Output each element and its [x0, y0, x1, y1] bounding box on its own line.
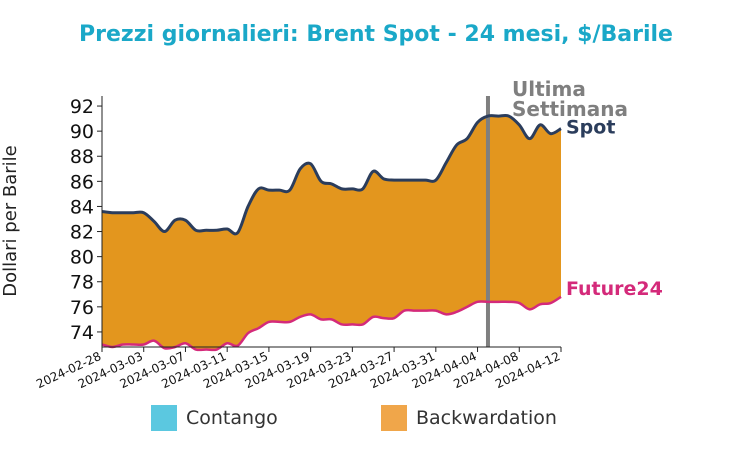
y-tick-label: 76	[70, 297, 94, 319]
week-marker-label-line2: Settimana	[512, 97, 628, 121]
legend-label-contango: Contango	[186, 407, 278, 429]
y-tick-label: 86	[70, 171, 94, 193]
legend-label-backwardation: Backwardation	[416, 407, 557, 429]
y-tick-label: 84	[70, 196, 94, 218]
spot-series-label: Spot	[566, 117, 615, 139]
future24-line	[101, 295, 562, 352]
legend-item-contango: Contango	[151, 404, 278, 432]
line-layer	[101, 113, 562, 352]
y-tick-label: 92	[70, 96, 94, 118]
fill-layer	[102, 115, 561, 350]
chart-title: Prezzi giornalieri: Brent Spot - 24 mesi…	[79, 22, 673, 47]
backwardation-area	[102, 115, 561, 350]
y-tick-label: 74	[70, 322, 94, 344]
y-tick-label: 80	[70, 247, 94, 269]
y-tick-label: 88	[70, 146, 94, 168]
future24-series-label: Future24	[566, 278, 663, 300]
y-tick-label: 78	[70, 272, 94, 294]
y-axis-label: Dollari per Barile	[0, 145, 21, 297]
y-tick-label: 82	[70, 222, 94, 244]
y-tick-label: 90	[70, 121, 94, 143]
legend-item-backwardation: Backwardation	[381, 404, 557, 432]
spot-line	[101, 113, 562, 236]
legend-swatch-backwardation	[381, 405, 407, 431]
legend-swatch-contango	[151, 405, 177, 431]
week-marker-label-line1: Ultima	[512, 77, 586, 101]
